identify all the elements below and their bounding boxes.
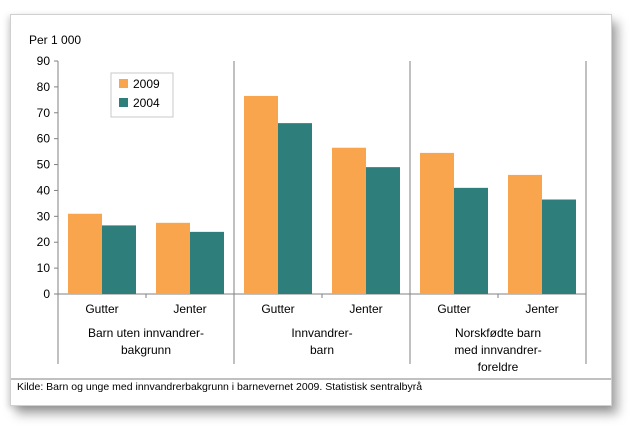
bar-2004 — [454, 187, 488, 294]
category-label: Jenter — [349, 302, 382, 316]
category-label: Gutter — [437, 302, 470, 316]
category-label: Gutter — [85, 302, 118, 316]
source-note: Kilde: Barn og unge med innvandrerbakgru… — [17, 381, 423, 393]
legend-label-2004: 2004 — [133, 96, 160, 110]
bar-2004 — [102, 225, 136, 294]
chart-frame: Per 1 000 0 10 20 30 40 50 60 70 80 90 Gutter Jenter… — [10, 14, 612, 406]
group-label: Innvandrer- — [291, 326, 352, 340]
bar-2009 — [244, 95, 278, 294]
group-label: foreldre — [478, 360, 519, 374]
bar-2004 — [366, 167, 400, 294]
category-label: Jenter — [525, 302, 558, 316]
y-tick-label: 70 — [37, 106, 51, 120]
group-label: Norskfødte barn — [455, 326, 541, 340]
group-label: barn — [310, 343, 334, 357]
y-tick-label: 90 — [37, 54, 51, 68]
y-tick-label: 20 — [37, 235, 51, 249]
legend-label-2009: 2009 — [133, 77, 160, 91]
y-tick-label: 30 — [37, 209, 51, 223]
bar-2009 — [420, 152, 454, 294]
y-tick-label: 80 — [37, 80, 51, 94]
group-label: med innvandrer- — [454, 343, 541, 357]
y-unit-label: Per 1 000 — [29, 33, 81, 47]
bar-2009 — [156, 222, 190, 294]
group-label: Barn uten innvandrer- — [88, 326, 204, 340]
y-tick-label: 50 — [37, 158, 51, 172]
bar-2004 — [190, 231, 224, 294]
y-tick-label: 0 — [43, 287, 50, 301]
bar-2009 — [68, 213, 102, 294]
category-label: Jenter — [173, 302, 206, 316]
legend-swatch-2009 — [119, 79, 128, 88]
y-tick-label: 40 — [37, 183, 51, 197]
bar-2004 — [542, 199, 576, 294]
group-label: bakgrunn — [121, 343, 171, 357]
category-label: Gutter — [261, 302, 294, 316]
y-tick-label: 60 — [37, 132, 51, 146]
bar-2004 — [278, 123, 312, 294]
bar-2009 — [508, 174, 542, 294]
bar-chart: Per 1 000 0 10 20 30 40 50 60 70 80 90 Gutter Jenter… — [11, 33, 611, 380]
legend-swatch-2004 — [119, 98, 128, 107]
y-tick-label: 10 — [37, 261, 51, 275]
bar-2009 — [332, 147, 366, 294]
